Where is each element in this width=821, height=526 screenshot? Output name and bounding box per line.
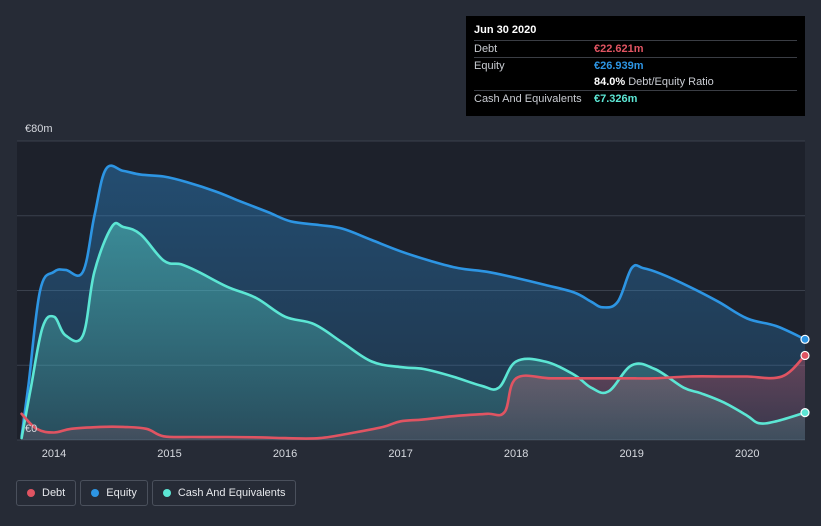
equity-line [20,164,807,438]
debt-line [20,354,807,440]
debt-dot-icon [27,489,35,497]
debt-end-marker [800,350,810,361]
tooltip-equity-row: Equity €26.939m [474,57,797,74]
x-tick-label-2016: 2016 [273,448,297,460]
tooltip-ratio-label: Debt/Equity Ratio [628,76,714,88]
equity-end-marker [800,334,810,344]
equity-dot-icon [91,489,100,497]
cash-line [20,221,807,440]
series-lines [20,164,807,440]
tooltip-cash-label: Cash And Equivalents [474,93,582,105]
tooltip-ratio-row: 84.0% Debt/Equity Ratio [474,74,797,90]
legend-debt-label: Debt [42,487,66,499]
x-tick-label-2019: 2019 [619,448,643,460]
cash-area [21,223,806,440]
tooltip-equity-value: €26.939m [594,60,644,72]
tooltip-debt-label: Debt [474,43,498,55]
legend-equity-label: Equity [106,487,137,499]
tooltip-debt-row: Debt €22.621m [474,40,797,57]
tooltip-cash-value: €7.326m [594,93,638,105]
cash-dot-icon [162,489,171,497]
series-areas [21,165,806,440]
y-tick-label-0: €0 [25,423,37,435]
x-tick-label-2017: 2017 [388,448,412,460]
legend-cash-label: Cash And Equivalents [177,487,286,499]
end-markers [800,334,810,418]
tooltip-date: Jun 30 2020 [474,24,537,36]
chart-legend: Debt Equity Cash And Equivalents [16,480,297,506]
legend-item-equity[interactable]: Equity [80,480,148,506]
y-tick-label-80: €80m [25,123,53,135]
x-tick-label-2018: 2018 [504,448,528,460]
x-tick-label-2014: 2014 [42,448,66,460]
x-tick-label-2015: 2015 [157,448,181,460]
axis-labels: 2014 2015 2016 2017 2018 2019 2020 €0 €80m [25,123,759,460]
legend-item-debt[interactable]: Debt [16,480,77,506]
cash-end-marker [800,408,810,418]
tooltip-ratio-value: 84.0% [594,76,626,88]
legend-item-cash[interactable]: Cash And Equivalents [151,480,297,506]
tooltip-panel: Jun 30 2020 Debt €22.621m Equity €26.939… [466,16,805,116]
x-tick-label-2020: 2020 [735,448,759,460]
tooltip-cash-row: Cash And Equivalents €7.326m [474,90,797,107]
tooltip-debt-value: €22.621m [594,43,644,55]
tooltip-equity-label: Equity [474,60,505,72]
debt-area [21,355,806,440]
